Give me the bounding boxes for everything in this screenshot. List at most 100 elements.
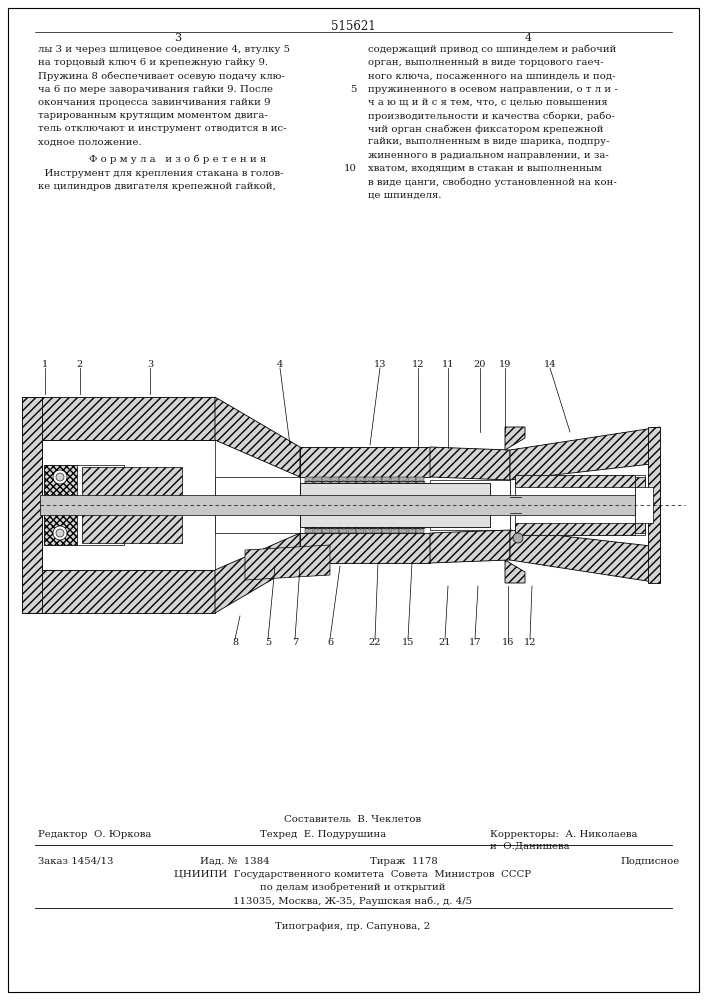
Text: Пружина 8 обеспечивает осевую подачу клю-: Пружина 8 обеспечивает осевую подачу клю… <box>38 71 285 81</box>
Text: 10: 10 <box>344 164 357 173</box>
Text: 12: 12 <box>524 638 536 647</box>
Text: по делам изобретений и открытий: по делам изобретений и открытий <box>260 883 445 892</box>
Text: и  О.Данишева: и О.Данишева <box>490 842 570 851</box>
Text: 3: 3 <box>175 33 182 43</box>
Text: 15: 15 <box>402 638 414 647</box>
Bar <box>314 477 322 486</box>
Bar <box>215 477 300 533</box>
Text: ЦНИИПИ  Государственного комитета  Совета  Министров  СССР: ЦНИИПИ Государственного комитета Совета … <box>175 870 532 879</box>
Polygon shape <box>215 397 300 477</box>
Bar <box>82 467 182 497</box>
Bar <box>510 463 660 547</box>
Text: 5: 5 <box>265 638 271 647</box>
Text: 19: 19 <box>499 360 511 369</box>
Bar <box>42 440 215 570</box>
Bar <box>365 524 373 533</box>
Text: Подписное: Подписное <box>620 857 679 866</box>
Bar <box>373 477 382 486</box>
Text: Ф о р м у л а   и з о б р е т е н и я: Ф о р м у л а и з о б р е т е н и я <box>89 155 267 164</box>
Circle shape <box>53 526 67 540</box>
Circle shape <box>56 473 64 481</box>
Polygon shape <box>22 570 215 613</box>
Text: Иад. №  1384: Иад. № 1384 <box>200 857 269 866</box>
Bar <box>635 487 653 523</box>
Text: Инструмент для крепления стакана в голов-: Инструмент для крепления стакана в голов… <box>38 169 284 178</box>
Bar <box>339 477 347 486</box>
Text: лы 3 и через шлицевое соединение 4, втулку 5: лы 3 и через шлицевое соединение 4, втул… <box>38 45 290 54</box>
Polygon shape <box>430 530 510 563</box>
Bar <box>40 495 635 515</box>
Bar <box>331 524 339 533</box>
Circle shape <box>56 529 64 537</box>
Text: 113035, Москва, Ж-35, Раушская наб., д. 4/5: 113035, Москва, Ж-35, Раушская наб., д. … <box>233 896 472 906</box>
Bar <box>399 524 407 533</box>
Text: 6: 6 <box>327 638 333 647</box>
Bar <box>348 477 356 486</box>
Polygon shape <box>648 427 660 583</box>
Text: 16: 16 <box>502 638 514 647</box>
Text: 14: 14 <box>544 360 556 369</box>
Polygon shape <box>510 530 660 583</box>
Text: Тираж  1178: Тираж 1178 <box>370 857 438 866</box>
Polygon shape <box>430 447 510 480</box>
Bar <box>382 477 390 486</box>
Text: 20: 20 <box>474 360 486 369</box>
Text: 7: 7 <box>292 638 298 647</box>
Bar <box>300 483 490 527</box>
Text: ке цилиндров двигателя крепежной гайкой,: ке цилиндров двигателя крепежной гайкой, <box>38 182 276 191</box>
Text: Заказ 1454/13: Заказ 1454/13 <box>38 857 114 866</box>
Text: тель отключают и инструмент отводится в ис-: тель отключают и инструмент отводится в … <box>38 124 286 133</box>
Bar <box>416 477 424 486</box>
Bar <box>399 477 407 486</box>
Text: тарированным крутящим моментом двига-: тарированным крутящим моментом двига- <box>38 111 268 120</box>
Bar <box>322 477 330 486</box>
Text: на торцовый ключ 6 и крепежную гайку 9.: на торцовый ключ 6 и крепежную гайку 9. <box>38 58 268 67</box>
Polygon shape <box>22 397 215 440</box>
Text: орган, выполненный в виде торцового гаеч-: орган, выполненный в виде торцового гаеч… <box>368 58 604 67</box>
Polygon shape <box>300 533 430 563</box>
Text: окончания процесса завинчивания гайки 9: окончания процесса завинчивания гайки 9 <box>38 98 271 107</box>
Text: содержащий привод со шпинделем и рабочий: содержащий привод со шпинделем и рабочий <box>368 45 617 54</box>
Bar <box>373 524 382 533</box>
Bar <box>322 524 330 533</box>
Bar <box>305 524 313 533</box>
Polygon shape <box>215 533 300 613</box>
Polygon shape <box>22 397 42 613</box>
Polygon shape <box>515 523 635 535</box>
Circle shape <box>53 498 67 512</box>
Text: хватом, входящим в стакан и выполненным: хватом, входящим в стакан и выполненным <box>368 164 602 173</box>
Text: чий орган снабжен фиксатором крепежной: чий орган снабжен фиксатором крепежной <box>368 124 604 134</box>
Text: 4: 4 <box>525 33 532 43</box>
Text: 515621: 515621 <box>331 20 375 33</box>
Text: ходное положение.: ходное положение. <box>38 137 141 146</box>
Polygon shape <box>300 447 430 477</box>
Bar <box>348 524 356 533</box>
Text: 9: 9 <box>522 508 528 518</box>
Text: Составитель  В. Чеклетов: Составитель В. Чеклетов <box>284 815 421 824</box>
Polygon shape <box>44 465 77 545</box>
Bar <box>365 477 373 486</box>
Text: 21: 21 <box>439 638 451 647</box>
Text: Редактор  О. Юркова: Редактор О. Юркова <box>38 830 151 839</box>
Bar <box>515 475 645 535</box>
Bar <box>82 513 182 543</box>
Text: жиненного в радиальном направлении, и за-: жиненного в радиальном направлении, и за… <box>368 151 609 160</box>
Bar <box>305 477 313 486</box>
Polygon shape <box>505 427 525 450</box>
Text: гайки, выполненным в виде шарика, подпру-: гайки, выполненным в виде шарика, подпру… <box>368 137 609 146</box>
Text: 11: 11 <box>442 360 455 369</box>
Text: 3: 3 <box>147 360 153 369</box>
Bar <box>635 477 645 533</box>
Bar <box>300 486 430 524</box>
Polygon shape <box>245 545 330 580</box>
Polygon shape <box>510 427 660 480</box>
Text: 2: 2 <box>77 360 83 369</box>
Bar <box>408 524 416 533</box>
Bar <box>416 524 424 533</box>
Polygon shape <box>505 560 525 583</box>
Text: 4: 4 <box>277 360 283 369</box>
Bar <box>391 524 399 533</box>
Text: ч а ю щ и й с я тем, что, с целью повышения: ч а ю щ и й с я тем, что, с целью повыше… <box>368 98 607 107</box>
Text: пружиненного в осевом направлении, о т л и -: пружиненного в осевом направлении, о т л… <box>368 85 618 94</box>
Text: Корректоры:  А. Николаева: Корректоры: А. Николаева <box>490 830 638 839</box>
